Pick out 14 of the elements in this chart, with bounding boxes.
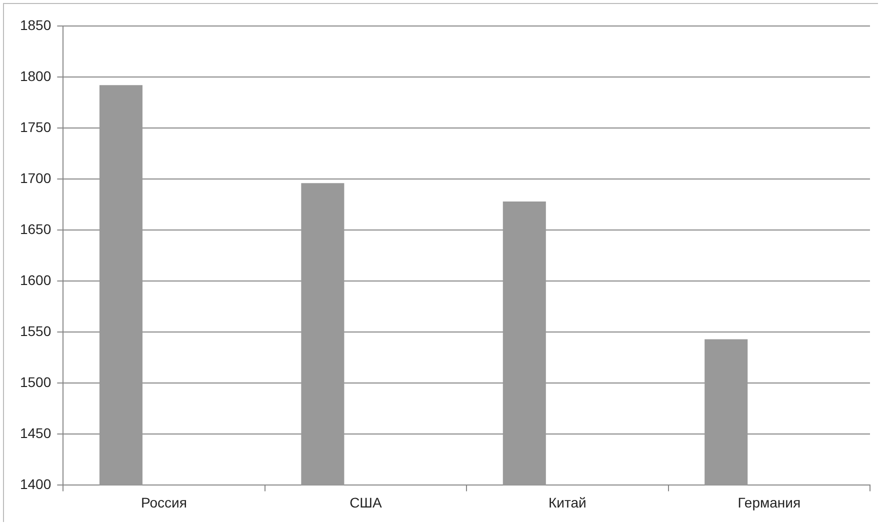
y-tick-label: 1600 bbox=[20, 272, 52, 288]
x-tick-label: США bbox=[350, 494, 383, 510]
y-tick-label: 1450 bbox=[20, 425, 52, 442]
y-tick-label: 1550 bbox=[20, 322, 52, 339]
y-tick-label: 1400 bbox=[20, 476, 52, 492]
y-tick-label: 1650 bbox=[20, 220, 52, 237]
y-tick-label: 1800 bbox=[20, 68, 52, 84]
x-tick-label: Китай bbox=[548, 494, 586, 510]
y-tick-label: 1700 bbox=[20, 170, 52, 186]
x-tick-label: Россия bbox=[141, 494, 187, 510]
y-tick-label: 1500 bbox=[20, 374, 52, 390]
y-tick-label: 1750 bbox=[20, 118, 52, 135]
x-tick-label: Германия bbox=[738, 494, 801, 510]
y-tick-label: 1850 bbox=[20, 16, 52, 33]
